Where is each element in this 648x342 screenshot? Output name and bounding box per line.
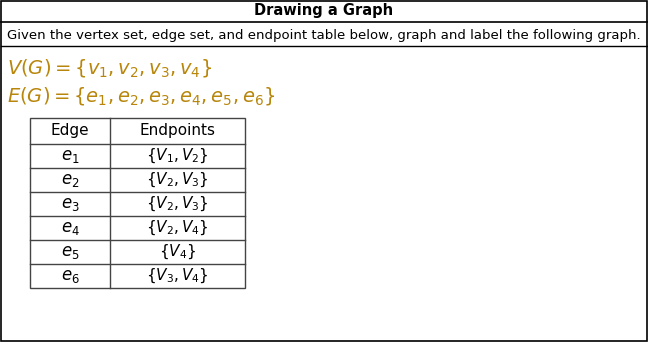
Text: $V(G) = \{v_1, v_2, v_3, v_4\}$: $V(G) = \{v_1, v_2, v_3, v_4\}$ (7, 57, 212, 79)
Text: $\{V_1, V_2\}$: $\{V_1, V_2\}$ (146, 147, 209, 165)
Text: $e_1$: $e_1$ (61, 147, 79, 165)
Text: $e_5$: $e_5$ (61, 243, 79, 261)
Text: $e_2$: $e_2$ (61, 171, 79, 189)
Text: $e_4$: $e_4$ (60, 219, 80, 237)
Text: $\{V_2, V_3\}$: $\{V_2, V_3\}$ (146, 171, 209, 189)
Text: Endpoints: Endpoints (139, 123, 216, 139)
Bar (30, 118, 245, 288)
Text: $e_6$: $e_6$ (60, 267, 80, 285)
Text: $\{V_3, V_4\}$: $\{V_3, V_4\}$ (146, 267, 209, 285)
Text: Drawing a Graph: Drawing a Graph (255, 3, 393, 18)
Text: Edge: Edge (51, 123, 89, 139)
Text: Given the vertex set, edge set, and endpoint table below, graph and label the fo: Given the vertex set, edge set, and endp… (7, 28, 641, 41)
Text: $\{V_2, V_3\}$: $\{V_2, V_3\}$ (146, 195, 209, 213)
Text: $E(G) = \{e_1, e_2, e_3, e_4, e_5, e_6\}$: $E(G) = \{e_1, e_2, e_3, e_4, e_5, e_6\}… (7, 85, 275, 107)
Text: $\{V_2, V_4\}$: $\{V_2, V_4\}$ (146, 219, 209, 237)
Text: $e_3$: $e_3$ (61, 195, 79, 213)
Text: $\{V_4\}$: $\{V_4\}$ (159, 243, 196, 261)
